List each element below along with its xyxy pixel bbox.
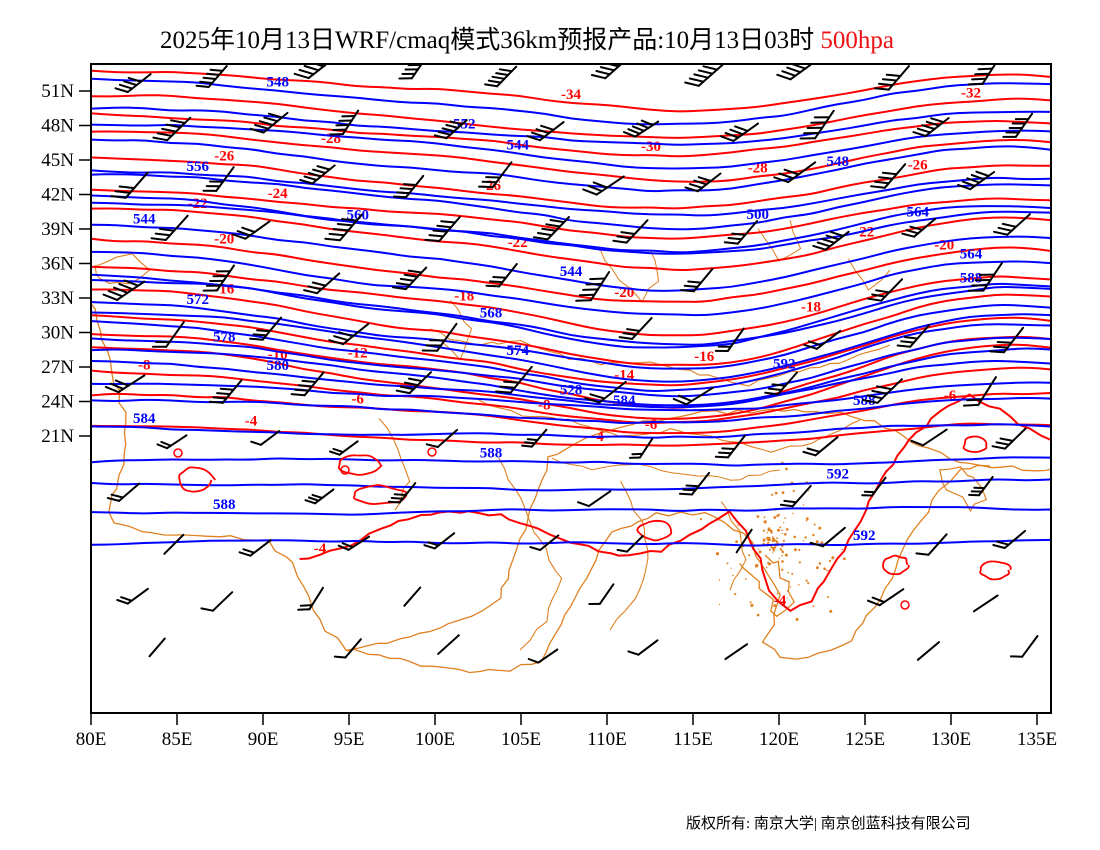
svg-text:568: 568 [480, 306, 503, 322]
svg-text:21N: 21N [41, 426, 74, 447]
svg-text:588: 588 [960, 271, 983, 287]
svg-text:-18: -18 [801, 299, 821, 315]
svg-text:120E: 120E [759, 729, 799, 750]
svg-text:592: 592 [826, 466, 849, 482]
svg-text:-26: -26 [214, 149, 234, 165]
svg-text:39N: 39N [41, 219, 74, 240]
svg-text:33N: 33N [41, 288, 74, 309]
svg-text:-16: -16 [694, 349, 714, 365]
svg-text:85E: 85E [162, 729, 193, 750]
svg-text:-4: -4 [245, 414, 258, 430]
svg-text:45N: 45N [41, 150, 74, 171]
svg-text:105E: 105E [501, 729, 541, 750]
svg-text:30N: 30N [41, 323, 74, 344]
svg-text:-34: -34 [561, 87, 581, 103]
svg-text:-6: -6 [944, 388, 957, 404]
svg-text:125E: 125E [845, 729, 885, 750]
svg-text:592: 592 [773, 357, 796, 373]
svg-text:42N: 42N [41, 185, 74, 206]
svg-text:548: 548 [826, 154, 849, 170]
svg-text:24N: 24N [41, 392, 74, 413]
svg-text:110E: 110E [587, 729, 626, 750]
svg-text:-26: -26 [908, 158, 928, 174]
svg-text:100E: 100E [415, 729, 455, 750]
svg-text:572: 572 [186, 292, 209, 308]
svg-text:80E: 80E [76, 729, 107, 750]
svg-text:-32: -32 [961, 86, 981, 102]
svg-text:115E: 115E [673, 729, 712, 750]
svg-text:36N: 36N [41, 254, 74, 275]
svg-text:-8: -8 [138, 358, 151, 374]
svg-text:90E: 90E [248, 729, 279, 750]
svg-text:588: 588 [213, 497, 236, 513]
svg-text:-4: -4 [314, 541, 327, 557]
svg-text:592: 592 [853, 528, 876, 544]
svg-text:135E: 135E [1017, 729, 1057, 750]
svg-text:95E: 95E [334, 729, 365, 750]
svg-text:-14: -14 [614, 367, 634, 383]
svg-text:580: 580 [266, 358, 289, 374]
svg-text:51N: 51N [41, 81, 74, 102]
svg-text:130E: 130E [931, 729, 971, 750]
svg-text:564: 564 [960, 247, 983, 263]
svg-text:564: 564 [906, 205, 929, 221]
svg-text:584: 584 [613, 393, 636, 409]
svg-text:578: 578 [213, 330, 236, 346]
svg-text:528: 528 [560, 383, 583, 399]
svg-text:-12: -12 [348, 346, 368, 362]
svg-text:584: 584 [133, 411, 156, 427]
svg-text:-30: -30 [641, 139, 661, 155]
svg-text:548: 548 [266, 75, 289, 91]
svg-text:544: 544 [133, 211, 156, 227]
svg-text:-6: -6 [645, 417, 658, 433]
svg-text:-4: -4 [774, 593, 787, 609]
svg-text:588: 588 [480, 445, 503, 461]
svg-text:-22: -22 [188, 196, 208, 212]
svg-text:556: 556 [186, 159, 209, 175]
svg-text:-24: -24 [268, 186, 288, 202]
svg-text:544: 544 [560, 264, 583, 280]
svg-text:48N: 48N [41, 116, 74, 137]
svg-text:544: 544 [506, 137, 529, 153]
svg-text:574: 574 [506, 343, 529, 359]
svg-text:27N: 27N [41, 357, 74, 378]
